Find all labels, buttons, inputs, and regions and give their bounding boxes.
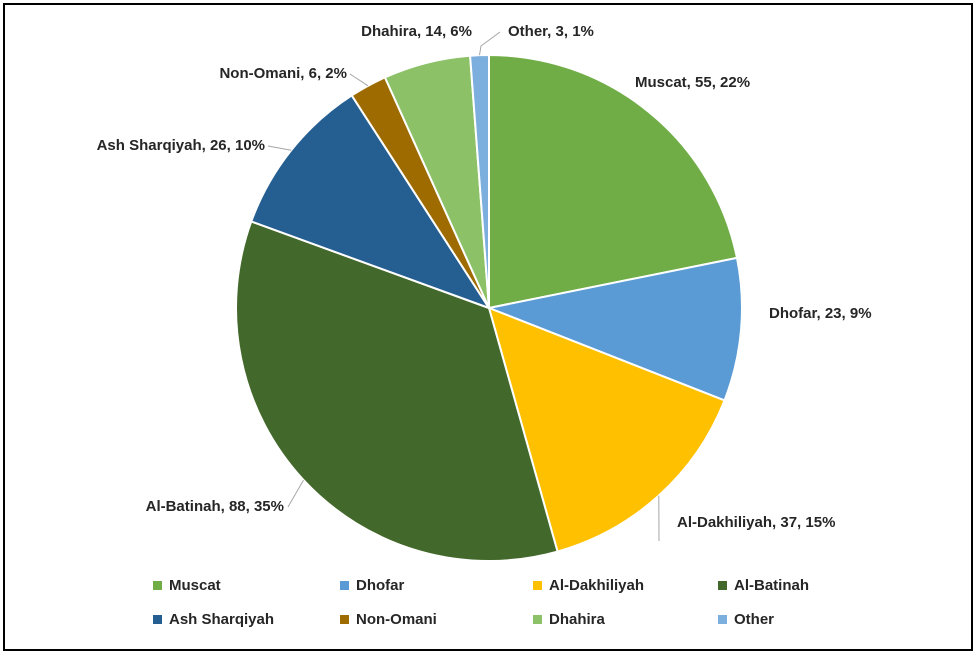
data-labels: Muscat, 55, 22% Dhofar, 23, 9% Al-Dakhiliy… bbox=[97, 23, 872, 531]
pie-slices bbox=[235, 53, 743, 562]
leader-line-other bbox=[479, 31, 501, 56]
data-label-dhahira: Dhahira, 14, 6% bbox=[361, 23, 472, 40]
data-label-muscat: Muscat, 55, 22% bbox=[635, 74, 750, 91]
data-label-al-dakhiliyah: Al-Dakhiliyah, 37, 15% bbox=[677, 514, 835, 531]
legend-swatch-dhahira bbox=[533, 615, 542, 624]
legend-swatch-dhofar bbox=[340, 581, 349, 590]
legend-label-dhahira: Dhahira bbox=[549, 611, 606, 628]
legend: Muscat Dhofar Al-Dakhiliyah Al-Batinah Ash S… bbox=[153, 577, 809, 628]
data-label-dhofar: Dhofar, 23, 9% bbox=[769, 305, 872, 322]
legend-label-non-omani: Non-Omani bbox=[356, 611, 437, 628]
pie-slice-ash-sharqiyah bbox=[249, 94, 492, 310]
legend-swatch-ash-sharqiyah bbox=[153, 615, 162, 624]
pie-slice-dhofar bbox=[485, 256, 743, 402]
legend-label-ash-sharqiyah: Ash Sharqiyah bbox=[169, 611, 274, 628]
pie-slice-al-batinah bbox=[235, 220, 559, 562]
legend-label-al-dakhiliyah: Al-Dakhiliyah bbox=[549, 577, 644, 594]
legend-label-al-batinah: Al-Batinah bbox=[734, 577, 809, 594]
leader-line-al-batinah bbox=[287, 479, 304, 508]
leader-line-non-omani bbox=[349, 73, 369, 87]
legend-swatch-other bbox=[718, 615, 727, 624]
data-label-other: Other, 3, 1% bbox=[508, 23, 594, 40]
data-label-non-omani: Non-Omani, 6, 2% bbox=[219, 65, 347, 82]
pie-slice-muscat bbox=[488, 53, 739, 310]
pie-slice-al-dakhiliyah bbox=[487, 306, 726, 553]
leader-line-ash-sharqiyah bbox=[267, 145, 292, 151]
leader-lines bbox=[267, 31, 660, 542]
legend-swatch-al-batinah bbox=[718, 581, 727, 590]
legend-label-other: Other bbox=[734, 611, 774, 628]
data-label-al-batinah: Al-Batinah, 88, 35% bbox=[146, 498, 284, 515]
legend-label-dhofar: Dhofar bbox=[356, 577, 404, 594]
data-label-ash-sharqiyah: Ash Sharqiyah, 26, 10% bbox=[97, 137, 265, 154]
legend-swatch-non-omani bbox=[340, 615, 349, 624]
legend-label-muscat: Muscat bbox=[169, 577, 221, 594]
legend-swatch-muscat bbox=[153, 581, 162, 590]
legend-swatch-al-dakhiliyah bbox=[533, 581, 542, 590]
